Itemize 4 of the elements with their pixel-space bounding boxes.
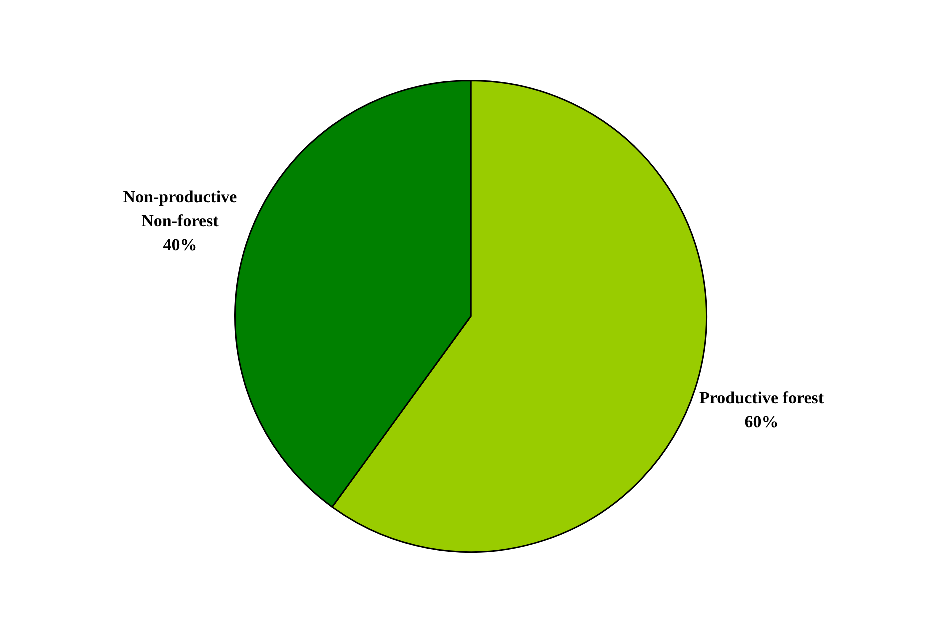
slice-label: Productive forest	[700, 388, 824, 408]
data-label: 60%	[744, 412, 779, 432]
data-label: 40%	[163, 235, 198, 254]
slice-label: Non-productive Non-forest	[123, 187, 238, 230]
